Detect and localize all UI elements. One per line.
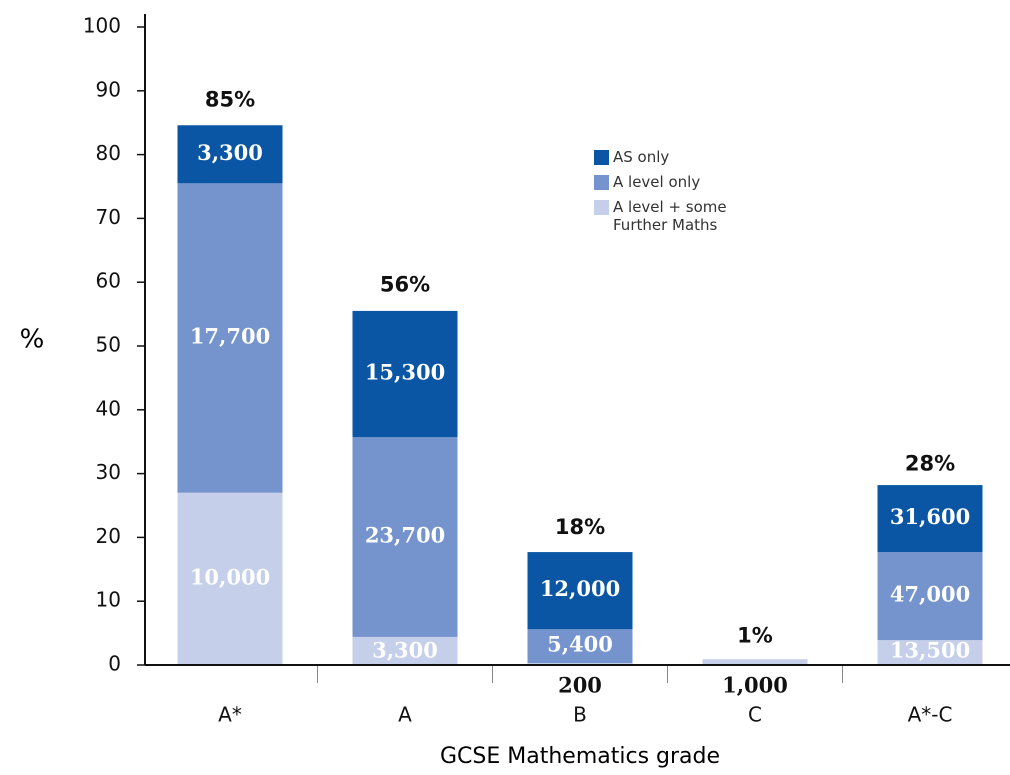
segment-label: 17,700 [190, 324, 270, 349]
y-tick-label: 20 [96, 524, 121, 548]
segment-label: 3,300 [197, 140, 263, 165]
legend-swatch [594, 150, 609, 165]
segment-label: 1,000 [722, 673, 788, 698]
y-tick-label: 90 [96, 77, 121, 101]
segment-label: 23,700 [365, 523, 445, 548]
segment-label: 47,000 [890, 582, 970, 607]
segment-label: 3,300 [372, 638, 438, 663]
legend-item: AS only [594, 148, 763, 166]
y-tick-label: 60 [96, 269, 121, 293]
segment-label: 15,300 [365, 360, 445, 385]
segment-label: 13,500 [890, 638, 970, 663]
legend-label: A level only [613, 173, 701, 191]
bar-segment [177, 492, 283, 665]
bar-segment [352, 310, 458, 438]
y-tick-label: 30 [96, 460, 121, 484]
x-tick-label: A*-C [908, 703, 953, 727]
y-tick-label: 70 [96, 205, 121, 229]
segment-label: 5,400 [547, 632, 613, 657]
y-tick-label: 10 [96, 588, 121, 612]
y-tick-label: 50 [96, 333, 121, 357]
bar-segment [702, 659, 808, 665]
segment-label: 12,000 [540, 576, 620, 601]
bar-segment [177, 125, 283, 184]
legend-swatch [594, 200, 609, 215]
x-tick-label: A* [218, 703, 242, 727]
bar-segment [352, 437, 458, 637]
x-tick-label: B [573, 703, 587, 727]
legend: AS only A level only A level + some Furthe… [594, 148, 763, 243]
bar-segment [527, 629, 633, 664]
y-axis-label: % [20, 325, 45, 355]
legend-label: AS only [613, 148, 670, 166]
bar-segment [877, 552, 983, 641]
segment-label: 200 [558, 673, 602, 698]
bar-segment [177, 183, 283, 493]
x-tick-label: C [748, 703, 762, 727]
bar-segment [877, 640, 983, 665]
y-tick-label: 80 [96, 141, 121, 165]
total-label: 18% [555, 515, 605, 539]
segment-label: 31,600 [890, 504, 970, 529]
legend-swatch [594, 175, 609, 190]
y-tick-label: 100 [83, 14, 121, 38]
total-label: 1% [737, 624, 773, 648]
total-label: 85% [205, 88, 255, 112]
total-label: 56% [380, 273, 430, 297]
bar-segment [527, 552, 633, 630]
legend-label: A level + some Further Maths [613, 198, 727, 234]
legend-item: A level + some Further Maths [594, 198, 763, 234]
x-axis-label: GCSE Mathematics grade [440, 744, 720, 769]
segment-label: 10,000 [190, 564, 270, 589]
bar-segment [877, 485, 983, 553]
legend-item: A level only [594, 173, 763, 191]
y-tick-label: 0 [108, 652, 121, 676]
y-tick-label: 40 [96, 396, 121, 420]
total-label: 28% [905, 451, 955, 475]
bar-segment [352, 636, 458, 665]
x-tick-label: A [398, 703, 412, 727]
